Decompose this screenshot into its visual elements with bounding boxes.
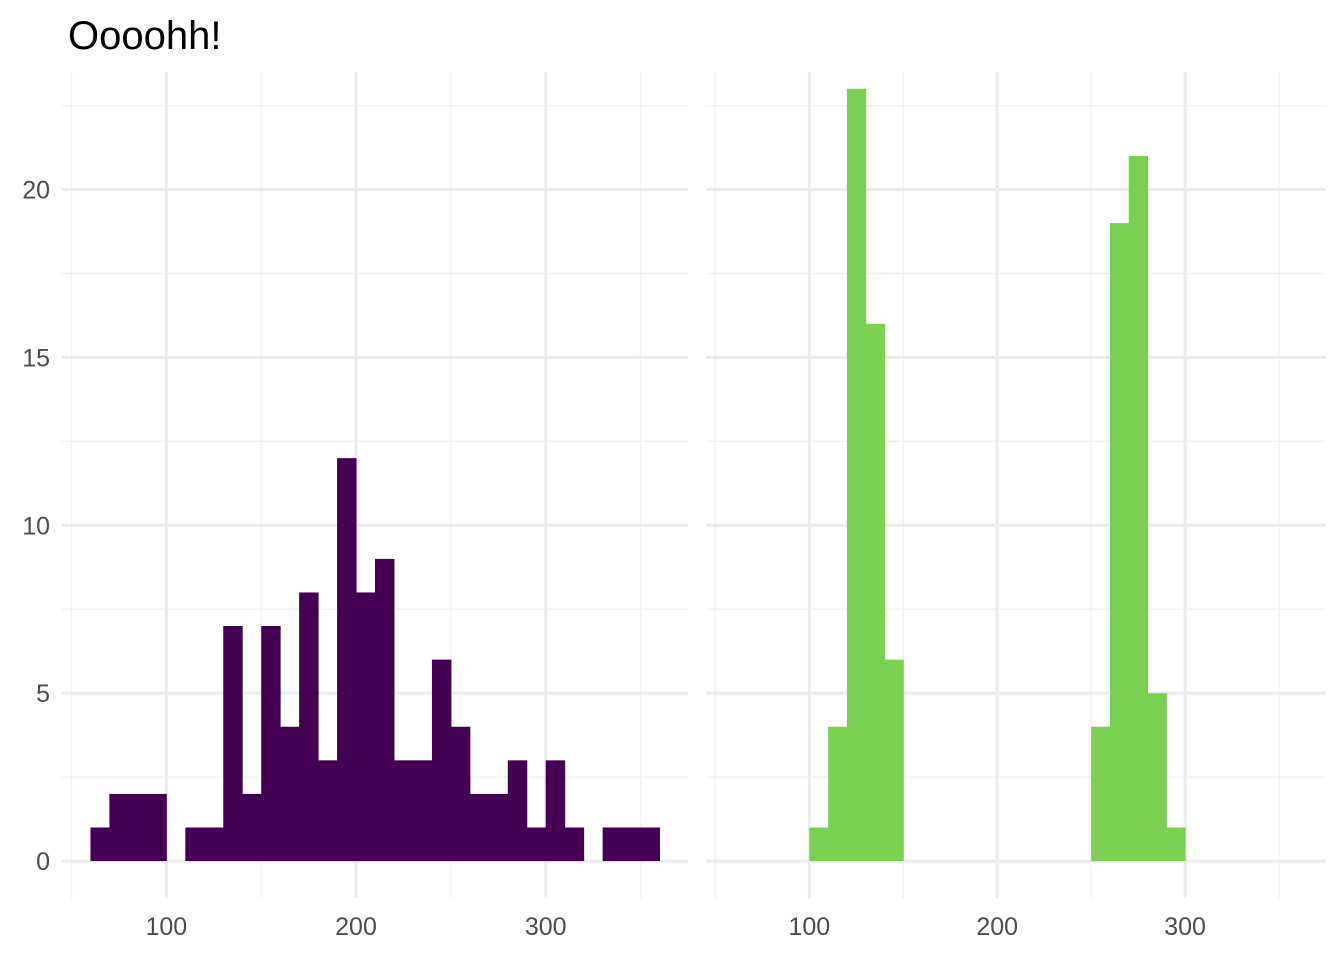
chart-title: Oooohh! — [68, 14, 222, 58]
left-panel: 100 200 300 — [62, 72, 688, 941]
histogram-bar — [602, 827, 623, 862]
histogram-bar — [204, 827, 224, 862]
histogram-bar — [809, 827, 829, 862]
histogram-bar — [185, 827, 205, 862]
histogram-bar — [337, 458, 357, 862]
histogram-bar — [412, 760, 433, 862]
histogram-bar — [393, 760, 414, 862]
x-tick-label: 200 — [335, 913, 377, 941]
histogram-bar — [450, 726, 471, 862]
histogram-bar — [1147, 693, 1167, 862]
histogram-bar — [318, 760, 338, 862]
y-tick-label: 15 — [22, 344, 50, 372]
x-tick-label: 200 — [976, 913, 1018, 941]
histogram-bar — [526, 827, 547, 862]
histogram-bar — [1091, 726, 1111, 862]
histogram-bar — [488, 793, 509, 862]
histogram-bar — [299, 592, 319, 862]
histogram-bar — [375, 558, 395, 862]
histogram-bar — [621, 827, 642, 862]
histogram-bar — [147, 793, 167, 862]
histogram-bar — [280, 726, 300, 862]
x-tick-label: 300 — [1164, 913, 1206, 941]
histogram-bar — [223, 626, 243, 862]
histogram-bar — [109, 793, 129, 862]
histogram-bar — [865, 323, 885, 862]
x-tick-label: 300 — [525, 913, 567, 941]
y-tick-label: 20 — [22, 177, 50, 205]
histogram-bar — [640, 827, 661, 862]
histogram-bar — [1166, 827, 1186, 862]
histogram-bar — [431, 659, 452, 862]
histogram-bar — [828, 726, 848, 862]
right-panel: 100 200 300 — [706, 72, 1326, 941]
y-axis-labels: 0 5 10 15 20 — [22, 177, 50, 877]
histogram-bar — [356, 592, 376, 862]
y-tick-label: 0 — [36, 848, 50, 876]
x-tick-label: 100 — [145, 913, 187, 941]
histogram-bar — [90, 827, 110, 862]
histogram-bar — [564, 827, 585, 862]
histogram-bar — [261, 626, 281, 862]
histogram-bar — [846, 88, 867, 862]
histogram-bar — [507, 760, 528, 862]
histogram-bar — [242, 793, 262, 862]
x-tick-label: 100 — [788, 913, 830, 941]
histogram-bar — [1128, 155, 1149, 862]
histogram-bar — [128, 793, 148, 862]
histogram-bar — [469, 793, 490, 862]
histogram-bar — [1109, 223, 1130, 862]
histogram-bar — [884, 659, 904, 862]
y-tick-label: 5 — [36, 680, 50, 708]
y-tick-label: 10 — [22, 512, 50, 540]
histogram-bar — [545, 760, 566, 862]
